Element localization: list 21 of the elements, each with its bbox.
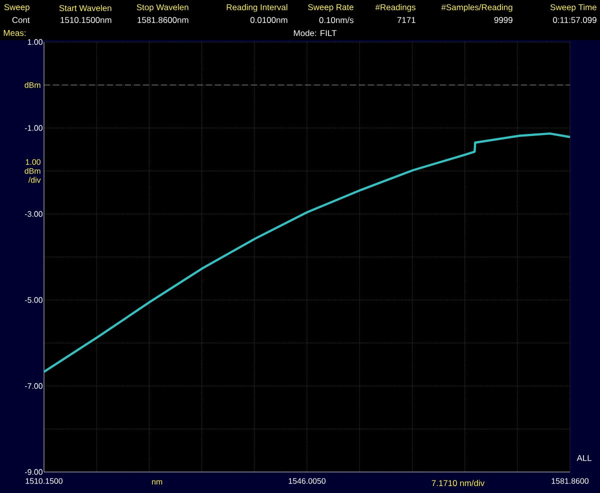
text: Sweep Rate	[308, 4, 354, 12]
text: #Readings	[375, 4, 416, 12]
text: Stop Wavelen	[136, 4, 188, 12]
text: 1510.1500nm	[60, 17, 112, 23]
text: Start Wavelen	[59, 4, 112, 12]
text: Reading Interval	[226, 4, 288, 12]
text: ALL	[576, 455, 592, 461]
line-series	[44, 132, 570, 373]
text: 0:11:57.099	[553, 17, 596, 23]
text: Sweep	[4, 4, 30, 12]
text: Meas:	[4, 30, 26, 36]
text: 0.10nm/s	[319, 16, 354, 24]
text: 9999	[494, 17, 512, 23]
text: 7.1710 nm/div	[432, 480, 485, 486]
text: 7171	[397, 17, 416, 23]
text: #Samples/Reading	[441, 4, 512, 12]
text: Cont	[12, 17, 30, 23]
text: 0.0100nm	[250, 17, 288, 23]
text: Mode: FILT	[294, 30, 337, 36]
text: Sweep Time	[550, 4, 596, 12]
text: 1581.8600nm	[138, 17, 188, 23]
